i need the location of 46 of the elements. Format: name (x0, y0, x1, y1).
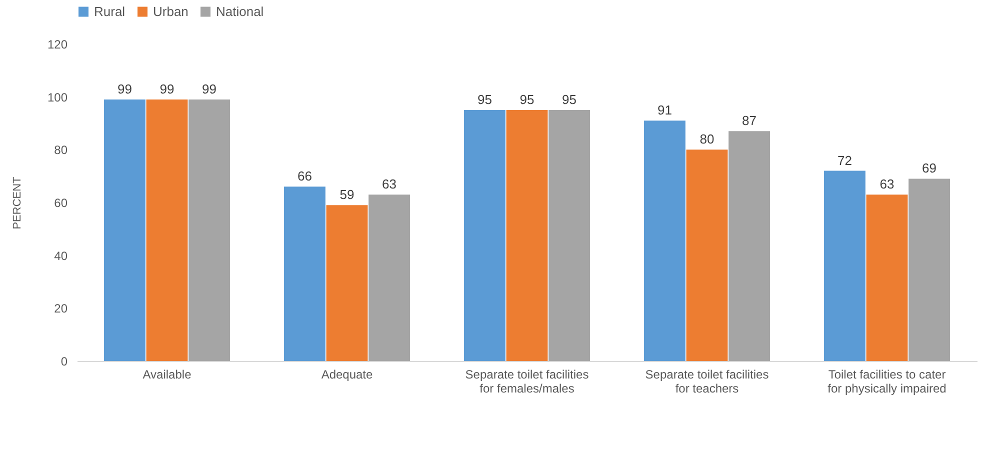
data-label: 80 (700, 132, 714, 147)
data-label: 63 (382, 176, 397, 192)
data-label: 95 (562, 92, 577, 108)
y-tick-label: 60 (54, 196, 68, 210)
bar (464, 110, 506, 361)
data-label: 95 (520, 92, 534, 108)
bar (644, 120, 686, 361)
bar (368, 194, 410, 361)
x-tick-label: Toilet facilities to cater for physically impaired (828, 368, 946, 396)
bar (824, 170, 866, 361)
data-label: 63 (880, 176, 894, 192)
data-label: 95 (477, 92, 492, 108)
bar (908, 178, 950, 361)
data-label: 87 (742, 113, 757, 128)
bar (728, 131, 770, 361)
bar (188, 99, 230, 361)
y-tick-label: 120 (47, 38, 68, 52)
bar (146, 99, 188, 361)
data-label: 99 (202, 81, 217, 96)
x-tick-label: Adequate (321, 368, 374, 382)
bar (866, 194, 908, 361)
data-label: 99 (160, 81, 174, 96)
x-tick-label: Separate toilet facilities for females/males (465, 368, 589, 396)
data-label: 59 (340, 187, 354, 202)
data-label: 91 (657, 102, 672, 118)
y-tick-label: 0 (60, 354, 68, 368)
bar (104, 99, 146, 361)
y-tick-label: 80 (54, 143, 68, 158)
x-tick-label: Separate toilet facilities for teachers (645, 368, 769, 396)
bar (548, 110, 590, 361)
bar (686, 150, 728, 361)
legend-label: Rural (94, 4, 126, 19)
bar (326, 205, 368, 361)
legend-label: Urban (153, 4, 188, 19)
bar (284, 186, 326, 361)
y-tick-label: 100 (47, 90, 68, 104)
bar (506, 110, 548, 361)
x-tick-label: Available (142, 368, 192, 382)
y-tick-label: 40 (54, 248, 68, 263)
data-label: 72 (837, 152, 852, 168)
data-label: 66 (297, 168, 312, 184)
data-label: 99 (117, 81, 132, 96)
y-axis-title: PERCENT (11, 176, 24, 230)
y-tick-label: 20 (54, 302, 68, 316)
legend-label: National (216, 4, 264, 19)
data-label: 69 (922, 160, 937, 176)
